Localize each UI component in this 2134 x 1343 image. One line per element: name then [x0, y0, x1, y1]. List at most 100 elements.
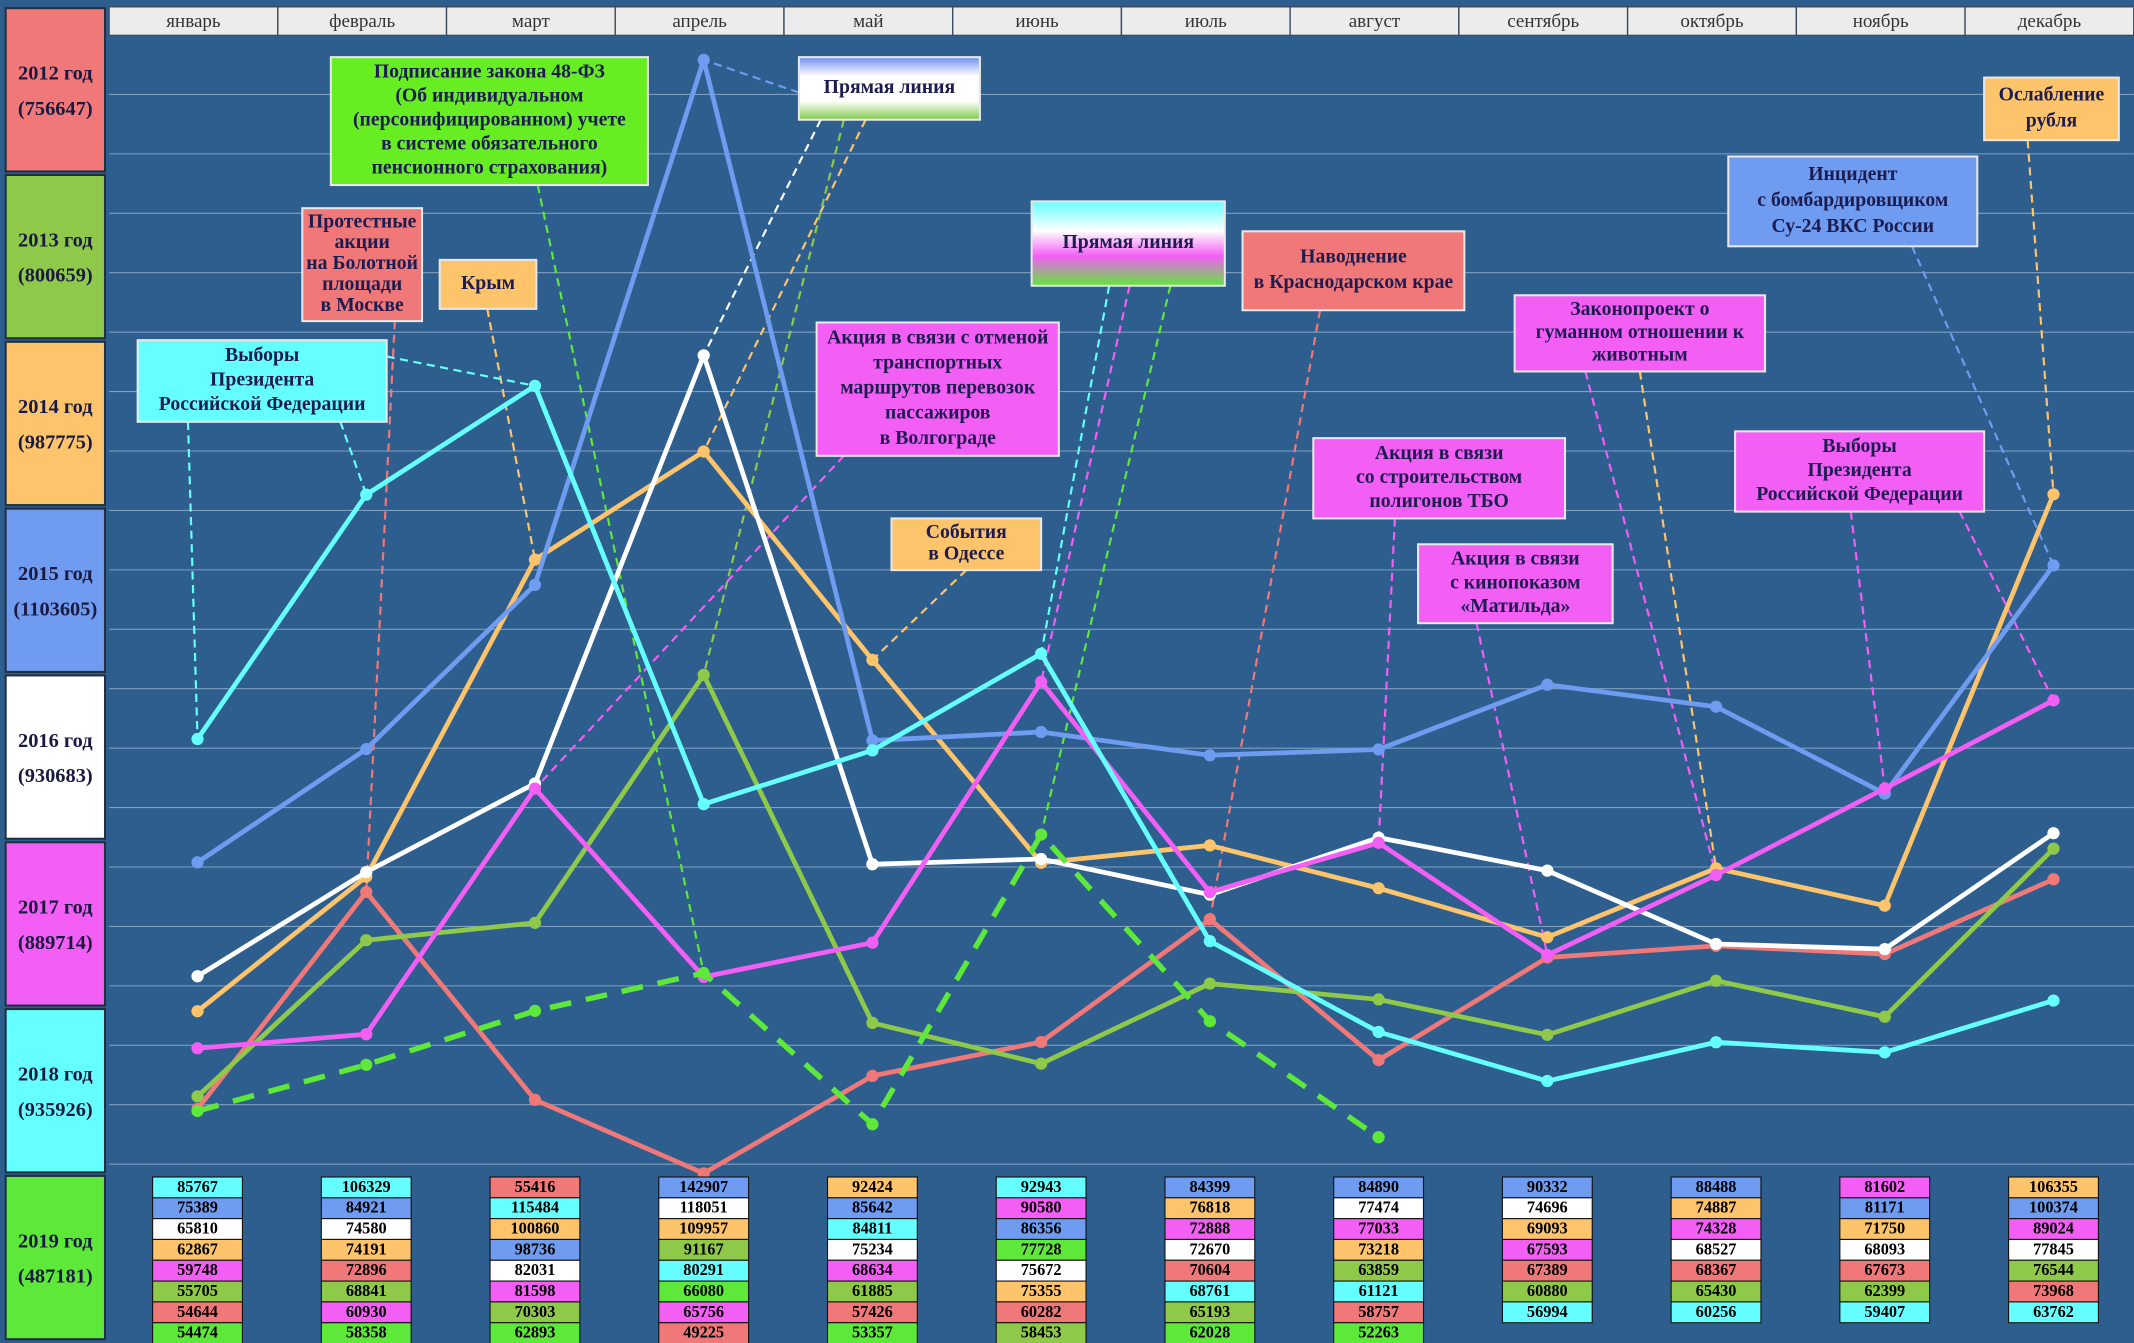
table-value: 67593	[1527, 1239, 1568, 1258]
table-value: 109957	[679, 1219, 728, 1238]
table-value: 73218	[1358, 1239, 1399, 1258]
annotation-connector	[1638, 371, 1718, 869]
table-value: 81602	[1864, 1177, 1905, 1196]
series-line	[197, 679, 2055, 1051]
table-value: 85642	[852, 1198, 893, 1217]
data-point	[1709, 937, 1723, 951]
data-point	[528, 578, 542, 592]
data-point	[360, 1028, 373, 1041]
legend-box	[4, 1008, 107, 1174]
annotation-text: Президента	[210, 369, 314, 391]
table-value: 58757	[1358, 1302, 1399, 1321]
legend-total: (987775)	[18, 432, 93, 454]
table-value: 60256	[1696, 1302, 1737, 1321]
annotation-text: Прямая линия	[824, 76, 956, 98]
table-value: 84811	[852, 1219, 892, 1238]
table-value: 68634	[852, 1260, 893, 1279]
annotation-text: События	[926, 521, 1007, 543]
data-point	[1203, 1015, 1216, 1028]
legend-box	[4, 340, 107, 507]
legend-box	[4, 1174, 107, 1341]
annotation-text: Ослабление	[1999, 83, 2105, 105]
data-point	[360, 885, 373, 899]
table-value: 73968	[2033, 1281, 2074, 1300]
annotation-text: полигонов ТБО	[1369, 490, 1508, 512]
annotation-connector	[534, 455, 845, 790]
table-value: 80291	[683, 1260, 724, 1279]
data-point	[697, 349, 710, 362]
table-value: 74328	[1696, 1219, 1737, 1238]
annotation-text: Акция в связи	[1375, 442, 1504, 464]
data-point	[191, 970, 204, 983]
data-point	[1541, 931, 1554, 944]
legend-box	[4, 841, 107, 1007]
data-point	[191, 1042, 204, 1055]
data-point	[2047, 827, 2060, 840]
annotation-text: гуманном отношении к	[1536, 321, 1745, 343]
x-tick-label: апрель	[672, 11, 727, 32]
data-point	[360, 742, 373, 756]
table-value: 53357	[852, 1323, 893, 1342]
data-point	[528, 1004, 542, 1018]
table-cell	[658, 1322, 750, 1343]
month-header	[277, 6, 448, 37]
annotation-connector	[1475, 622, 1549, 956]
annotation-text: Акция в связи с отменой	[827, 327, 1048, 349]
table-value: 56994	[1527, 1302, 1568, 1321]
series-line	[195, 672, 2056, 1099]
data-point	[866, 1016, 879, 1030]
annotation-text: животным	[1592, 344, 1688, 366]
table-value: 81171	[1865, 1198, 1905, 1217]
data-point	[1035, 852, 1048, 866]
annotation-text: с кинопоказом	[1450, 571, 1581, 593]
table-value: 90580	[1021, 1198, 1062, 1217]
table-value: 70604	[1189, 1260, 1230, 1279]
table-value: 65810	[177, 1219, 218, 1238]
data-point	[1372, 743, 1385, 756]
data-point	[1372, 882, 1385, 895]
data-point	[2047, 559, 2060, 572]
month-header	[108, 6, 279, 37]
table-value: 115484	[511, 1198, 559, 1217]
table-value: 82031	[515, 1260, 556, 1279]
data-point	[1709, 1036, 1723, 1049]
data-point	[1035, 1035, 1048, 1049]
data-point	[697, 53, 710, 67]
legend-total: (930683)	[18, 765, 93, 787]
data-point	[866, 653, 879, 667]
table-cell	[1333, 1322, 1425, 1343]
annotation-connector	[871, 569, 968, 661]
table-value: 75672	[1021, 1260, 1062, 1279]
table-value: 52263	[1358, 1323, 1399, 1342]
data-point	[1035, 828, 1048, 841]
table-value: 68841	[346, 1281, 387, 1300]
legend-label: 2016 год	[18, 730, 93, 752]
annotation-connector	[1584, 371, 1718, 876]
legend-total: (487181)	[18, 1266, 93, 1288]
table-value: 59748	[177, 1260, 218, 1279]
annotation-text: Наводнение	[1300, 245, 1407, 267]
data-point	[866, 744, 879, 757]
annotation-connector	[702, 119, 867, 453]
annotation-connector	[1910, 245, 2055, 566]
table-value: 61885	[852, 1281, 893, 1300]
legend-box	[4, 173, 107, 340]
data-point	[1709, 974, 1723, 987]
table-cell	[2008, 1301, 2099, 1324]
data-point	[528, 553, 542, 566]
legend-label: 2014 год	[18, 396, 93, 418]
table-value: 60282	[1021, 1302, 1062, 1321]
table-cell	[489, 1322, 581, 1343]
table-value: 90332	[1527, 1177, 1568, 1196]
annotation-text: со строительством	[1356, 466, 1522, 488]
table-value: 67673	[1864, 1260, 1905, 1279]
month-header	[445, 6, 616, 37]
annotation-box	[301, 207, 424, 323]
annotation-text: на Болотной	[306, 252, 418, 274]
table-value: 75234	[852, 1239, 893, 1258]
data-point	[528, 782, 542, 795]
table-value: 76544	[2033, 1260, 2074, 1279]
legend-label: 2019 год	[18, 1230, 93, 1252]
table-value: 63762	[2033, 1302, 2074, 1321]
